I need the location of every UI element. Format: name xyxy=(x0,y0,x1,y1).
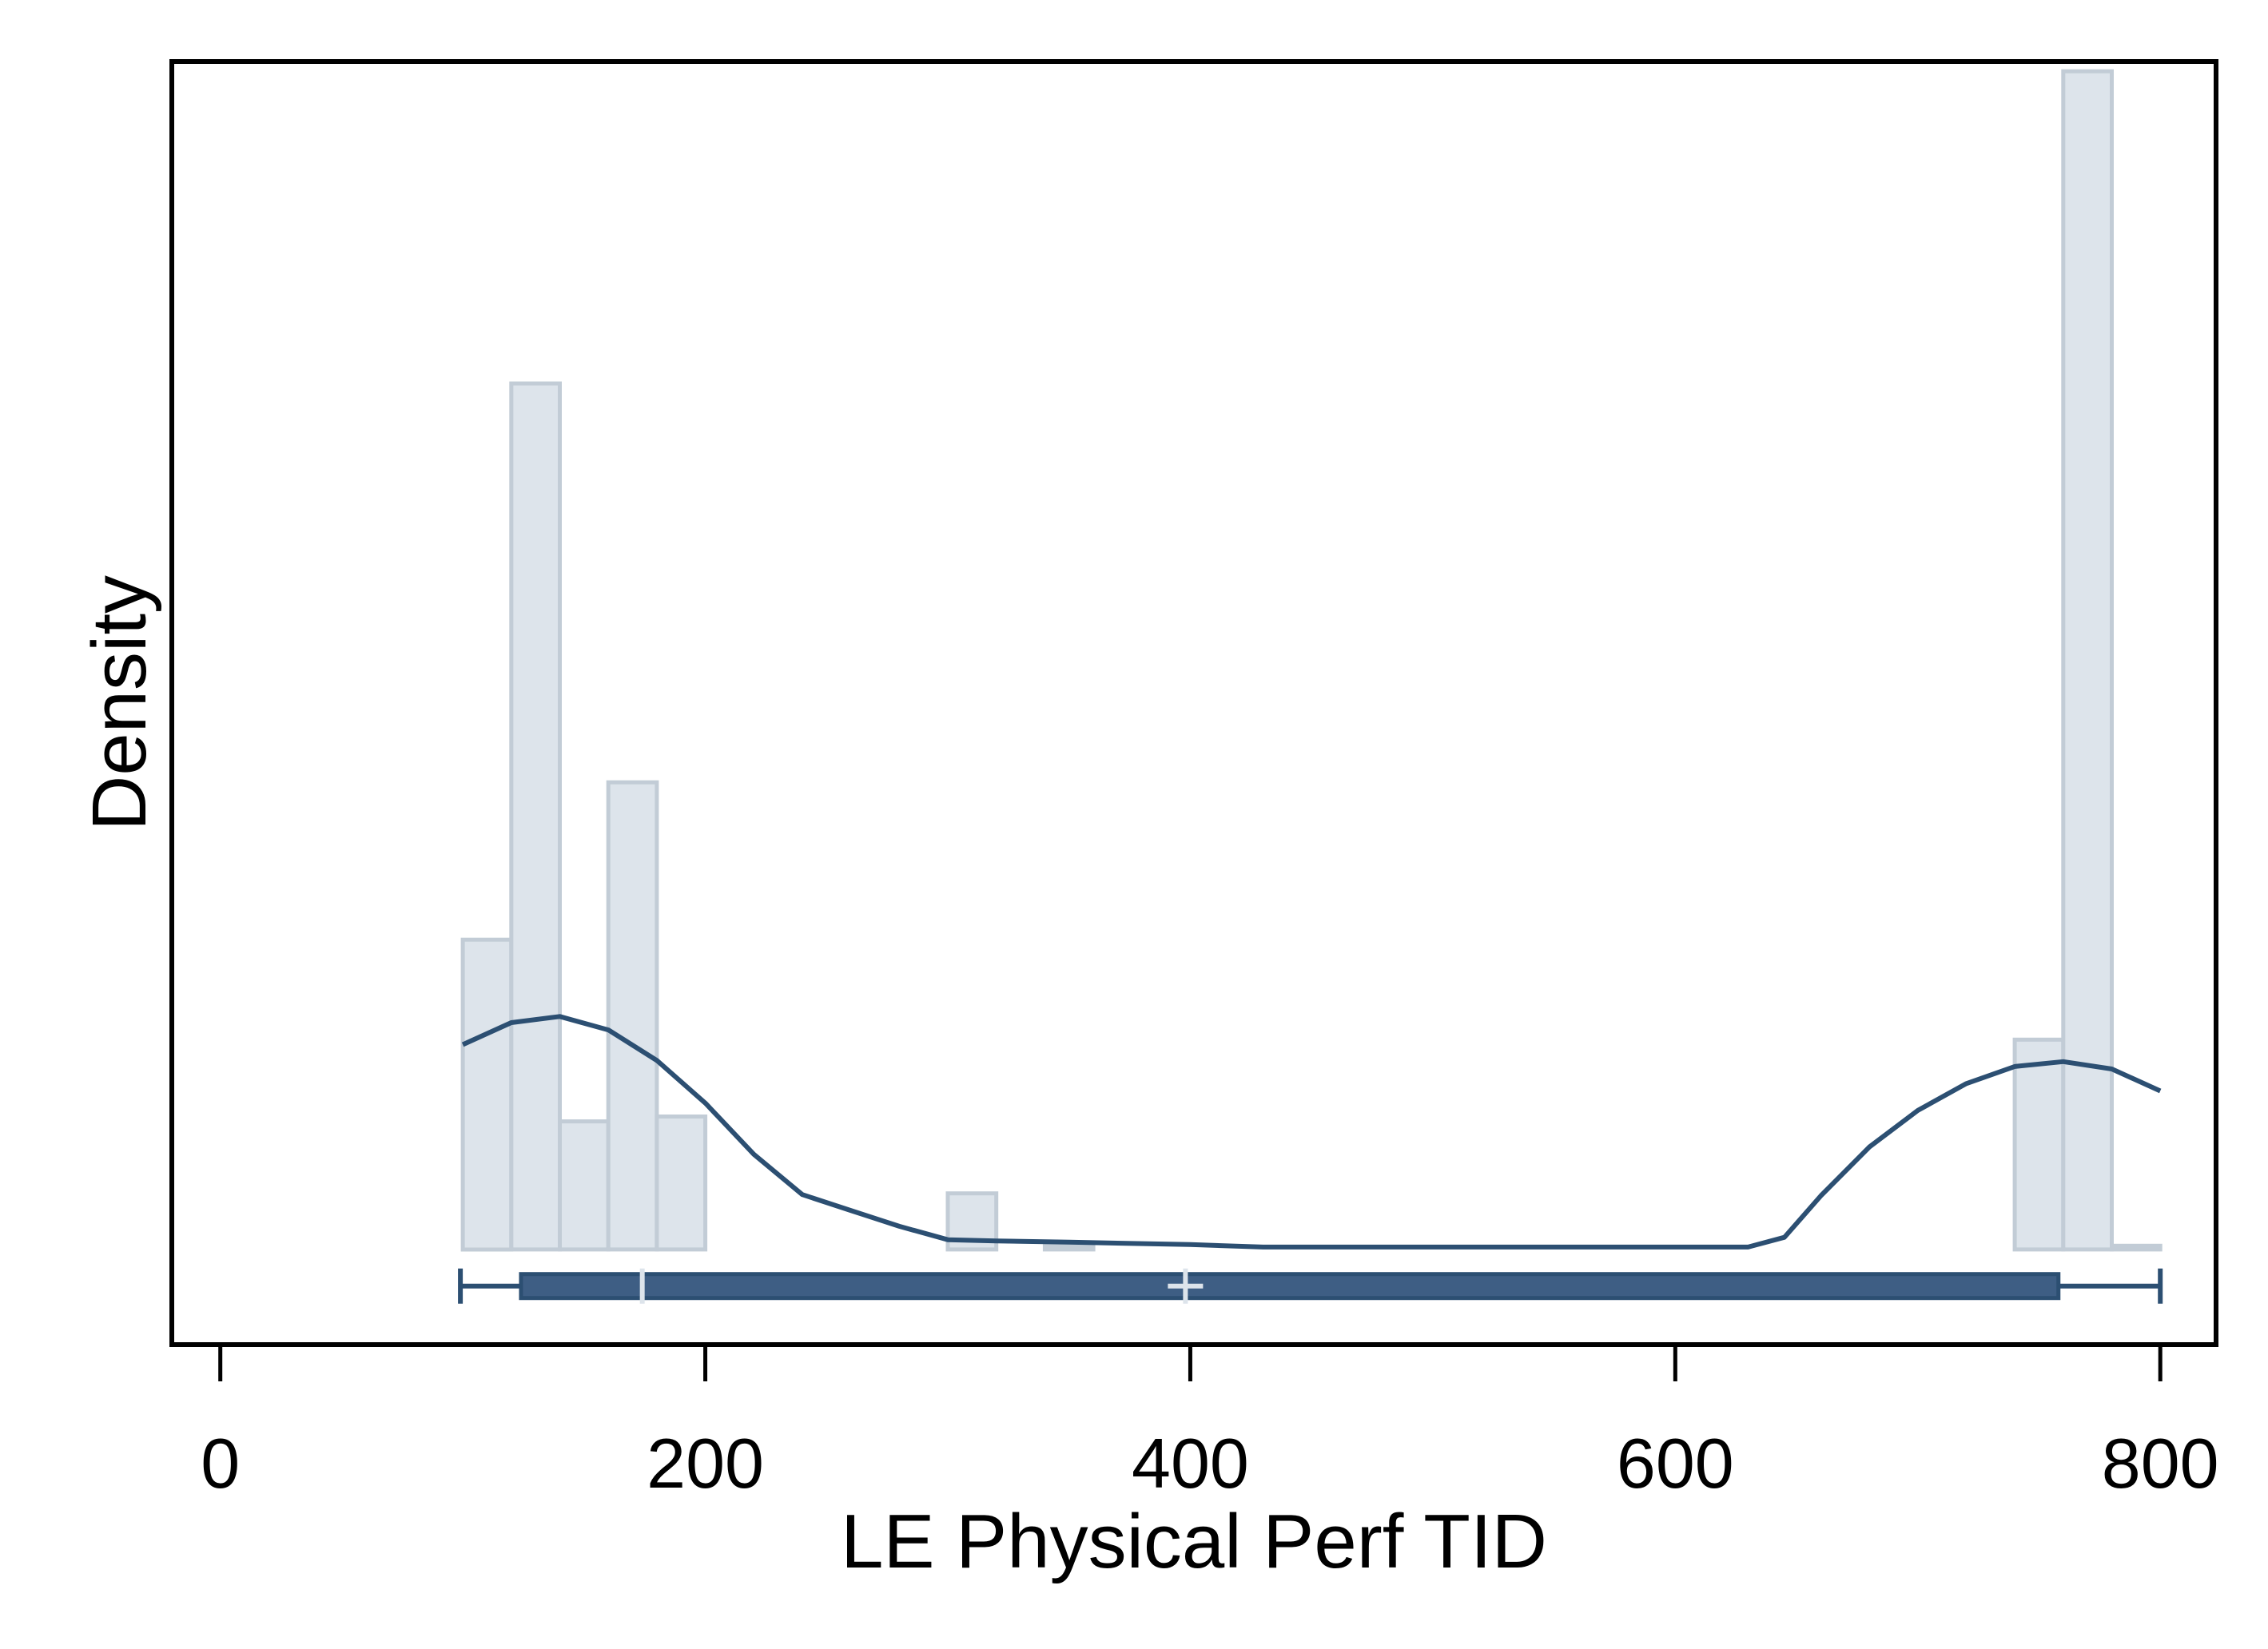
plot-frame xyxy=(169,59,2218,1347)
histogram-bar xyxy=(558,1119,611,1252)
x-tick-label: 200 xyxy=(647,1424,764,1503)
boxplot-layer xyxy=(458,1268,2163,1304)
x-tick-label: 800 xyxy=(2102,1424,2219,1503)
histogram-bar xyxy=(1042,1243,1096,1252)
histogram-bar xyxy=(509,381,562,1252)
histogram-bar xyxy=(2012,1037,2066,1252)
x-tick-label: 400 xyxy=(1132,1424,1249,1503)
histogram-bar xyxy=(460,937,514,1252)
histogram-bar xyxy=(2110,1243,2163,1252)
x-axis-ticks: 0 200 400 600 800 xyxy=(201,1347,2219,1503)
histogram-bars xyxy=(460,69,2163,1252)
x-axis-title: LE Physical Perf TID xyxy=(841,1499,1547,1584)
y-axis-title: Density xyxy=(77,575,162,831)
kde-curve-layer xyxy=(461,1014,2162,1250)
boxplot-iqr-box xyxy=(519,1272,2061,1301)
histogram-bar xyxy=(606,780,659,1252)
histogram-bar xyxy=(655,1115,708,1252)
x-tick-label: 600 xyxy=(1617,1424,1734,1503)
histogram-bar xyxy=(2061,69,2115,1252)
x-tick-label: 0 xyxy=(201,1424,240,1503)
kde-line xyxy=(461,1014,2162,1250)
